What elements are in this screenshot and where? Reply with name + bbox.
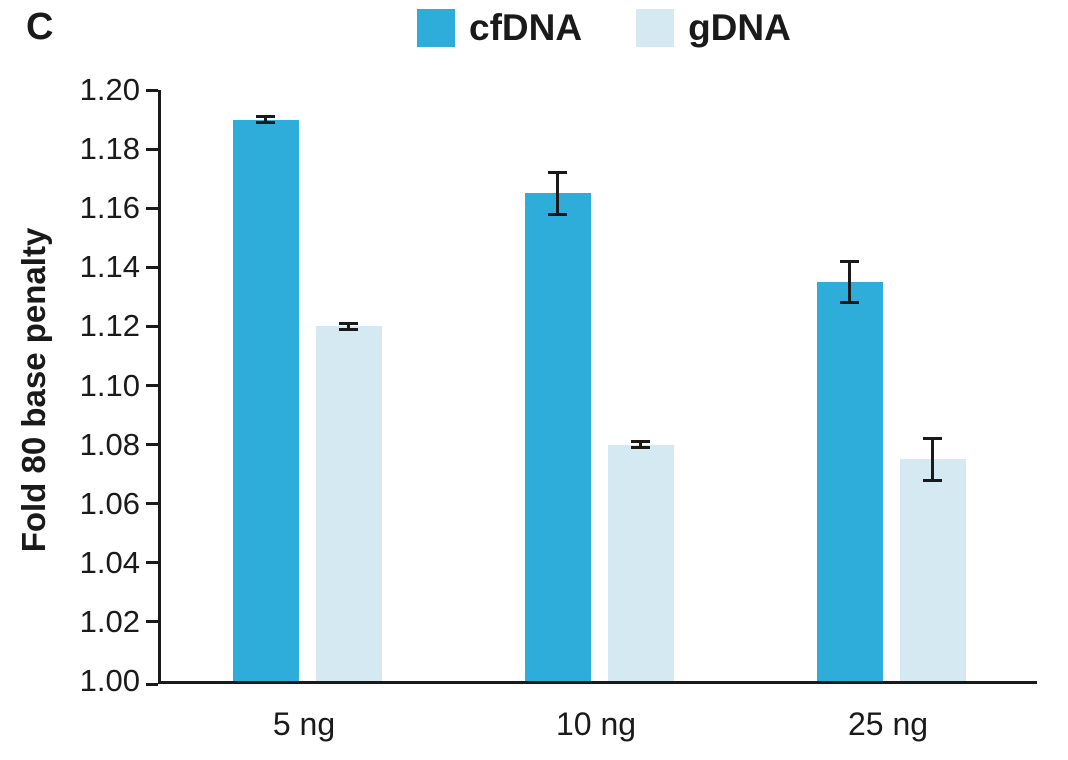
error-bar-cap bbox=[631, 446, 650, 450]
y-axis-tick-label: 1.12 bbox=[79, 308, 140, 344]
y-axis-tick bbox=[146, 265, 158, 269]
x-axis-category-label: 25 ng bbox=[847, 706, 929, 742]
bar-gdna-25ng bbox=[899, 459, 966, 681]
error-bar-cap bbox=[923, 437, 942, 441]
y-axis-tick bbox=[146, 206, 158, 210]
x-axis-category-label: 5 ng bbox=[272, 706, 336, 742]
y-axis-tick bbox=[146, 88, 158, 92]
bar-gdna-10ng bbox=[607, 444, 674, 681]
legend-label-cfdna: cfDNA bbox=[469, 7, 583, 48]
error-bar-cap bbox=[548, 171, 567, 175]
y-axis-tick-label: 1.04 bbox=[79, 544, 140, 580]
bar-gdna-5ng bbox=[315, 326, 382, 681]
y-axis-tick bbox=[146, 682, 158, 686]
y-axis-tick bbox=[146, 384, 158, 387]
y-axis-tick-label: 1.02 bbox=[79, 603, 140, 639]
error-bar-whisker bbox=[556, 172, 559, 215]
legend-label-gdna: gDNA bbox=[688, 7, 791, 48]
error-bar-cap bbox=[339, 327, 358, 331]
y-axis-tick-label: 1.16 bbox=[79, 190, 140, 226]
y-axis-tick-label: 1.10 bbox=[79, 367, 140, 403]
y-axis-tick-label: 1.18 bbox=[79, 131, 140, 167]
y-axis-tick bbox=[146, 324, 158, 328]
legend-swatch-cfdna bbox=[417, 9, 455, 47]
plot-area bbox=[158, 90, 1037, 684]
legend-item-gdna: gDNA bbox=[636, 8, 791, 48]
error-bar-cap bbox=[548, 212, 567, 216]
error-bar-whisker bbox=[639, 441, 642, 448]
error-bar-cap bbox=[923, 478, 942, 482]
error-bar-whisker bbox=[848, 261, 851, 303]
error-bar-cap bbox=[256, 121, 275, 124]
y-axis-tick bbox=[146, 147, 158, 151]
bar-cfdna-10ng bbox=[524, 193, 591, 681]
error-bar-whisker bbox=[264, 116, 267, 123]
y-axis-tick-label: 1.08 bbox=[79, 426, 140, 462]
bar-cfdna-25ng bbox=[816, 282, 883, 681]
error-bar-cap bbox=[631, 440, 650, 444]
error-bar-cap bbox=[840, 259, 859, 263]
legend: cfDNA gDNA bbox=[417, 8, 791, 48]
y-axis-tick-label: 1.14 bbox=[79, 249, 140, 285]
error-bar-cap bbox=[339, 321, 358, 325]
error-bar-whisker bbox=[931, 438, 934, 481]
x-axis-category-label: 10 ng bbox=[555, 706, 637, 742]
y-axis-tick bbox=[146, 561, 158, 565]
legend-item-cfdna: cfDNA bbox=[417, 8, 582, 48]
legend-swatch-gdna bbox=[636, 9, 675, 47]
error-bar-cap bbox=[256, 115, 275, 119]
error-bar-cap bbox=[840, 301, 859, 305]
error-bar-whisker bbox=[347, 323, 350, 330]
y-axis-tick bbox=[146, 620, 158, 624]
y-axis-tick-label: 1.06 bbox=[79, 485, 140, 521]
y-axis-tick bbox=[146, 443, 158, 447]
y-axis-tick-label: 1.00 bbox=[79, 663, 140, 698]
y-axis-tick-label: 1.20 bbox=[79, 72, 140, 107]
y-axis-tick bbox=[146, 502, 158, 506]
bar-cfdna-5ng bbox=[232, 119, 299, 681]
panel-label: C bbox=[26, 6, 54, 48]
